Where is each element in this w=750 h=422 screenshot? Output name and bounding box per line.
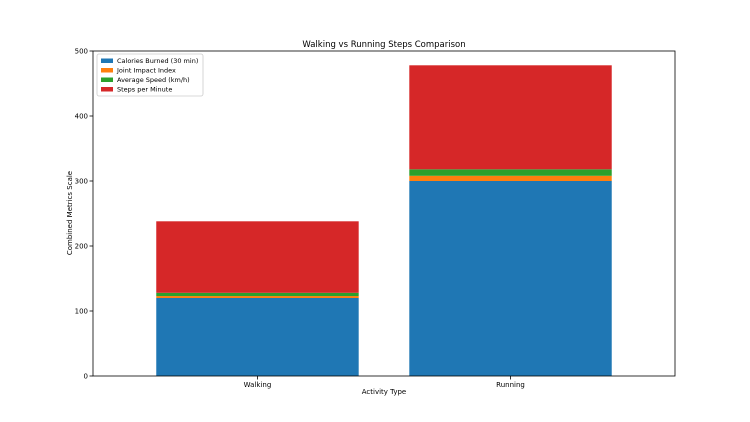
legend-label: Joint Impact Index — [116, 67, 176, 75]
chart-title: Walking vs Running Steps Comparison — [302, 40, 465, 50]
bar-segment-running-0 — [409, 181, 612, 376]
bar-segment-running-3 — [409, 65, 612, 170]
y-axis: 0 100 200 300 400 500 — [75, 48, 93, 381]
legend: Calories Burned (30 min) Joint Impact Ind… — [96, 53, 204, 97]
y-tick-label: 0 — [84, 373, 88, 381]
y-tick-label: 300 — [75, 178, 88, 186]
x-tick-label: Running — [496, 381, 525, 389]
legend-swatch — [101, 77, 113, 82]
bar-segment-walking-0 — [156, 298, 359, 376]
y-tick-label: 400 — [75, 113, 88, 121]
x-tick-label: Walking — [244, 381, 272, 389]
y-axis-title: Combined Metrics Scale — [66, 171, 74, 255]
plot-frame — [92, 50, 676, 377]
legend-label: Steps per Minute — [117, 86, 172, 94]
legend-box — [96, 53, 204, 97]
legend-label: Calories Burned (30 min) — [117, 57, 198, 65]
bar-segment-running-1 — [409, 175, 612, 181]
x-axis: Walking Running — [244, 376, 525, 389]
x-axis-title: Activity Type — [362, 388, 406, 396]
y-tick-label: 200 — [75, 243, 88, 251]
legend-swatch — [101, 87, 113, 92]
bar-segment-running-2 — [409, 169, 612, 176]
legend-swatch — [101, 58, 113, 63]
legend-label: Average Speed (km/h) — [117, 76, 190, 84]
y-tick-label: 500 — [75, 48, 88, 56]
y-tick-label: 100 — [75, 308, 88, 316]
bar-segment-walking-2 — [156, 292, 359, 297]
bar-segment-walking-1 — [156, 296, 359, 298]
bars-layer — [156, 65, 612, 376]
bar-segment-walking-3 — [156, 221, 359, 293]
legend-swatch — [101, 68, 113, 73]
